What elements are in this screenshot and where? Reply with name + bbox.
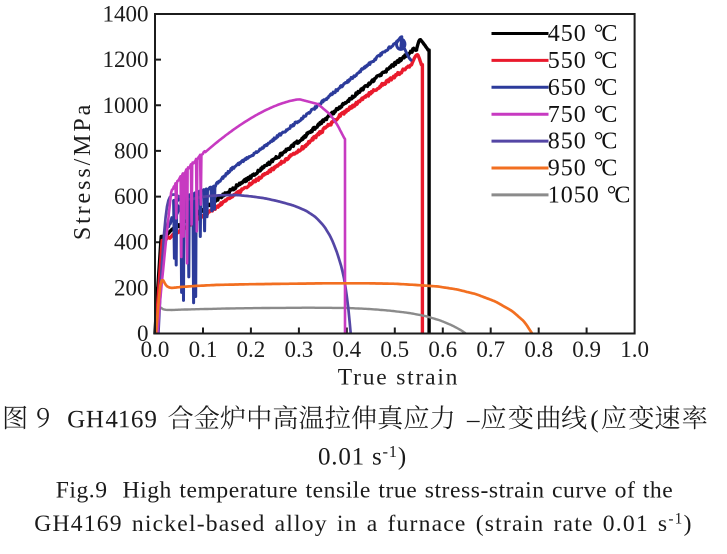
svg-text:0: 0 [137,321,149,346]
svg-text:Fig.9 High temperature tensil: Fig.9 High temperature tensile true stre… [56,478,674,504]
svg-text:400: 400 [114,230,149,255]
svg-text:0.2: 0.2 [237,337,266,362]
svg-text:800: 800 [114,138,149,163]
svg-text:0.8: 0.8 [524,337,553,362]
svg-text:0.6: 0.6 [428,337,457,362]
svg-text:0.7: 0.7 [476,337,505,362]
svg-text:0.0: 0.0 [141,337,170,362]
svg-text:Stress/MPa: Stress/MPa [70,102,96,240]
svg-text:0.4: 0.4 [332,337,361,362]
svg-text:GH4169 nickel-based alloy in a: GH4169 nickel-based alloy in a furnace (… [34,511,692,538]
svg-text:600: 600 [114,184,149,209]
svg-text:1.0: 1.0 [620,337,649,362]
svg-text:1000: 1000 [103,93,149,118]
svg-text:1050 °C: 1050 °C [548,183,632,209]
svg-text:1200: 1200 [103,47,149,72]
svg-text:550 °C: 550 °C [548,48,619,74]
svg-text:850 °C: 850 °C [548,129,619,155]
svg-text:450 °C: 450 °C [548,21,619,47]
svg-text:750 °C: 750 °C [548,102,619,128]
svg-text:950 °C: 950 °C [548,156,619,182]
svg-text:0.5: 0.5 [380,337,409,362]
svg-text:200: 200 [114,275,149,300]
svg-text:True strain: True strain [338,365,459,391]
svg-text:0.01 s-1): 0.01 s-1) [318,442,407,471]
svg-text:650 °C: 650 °C [548,75,619,101]
svg-text:1400: 1400 [103,2,149,27]
svg-text:0.3: 0.3 [285,337,314,362]
svg-text:0.9: 0.9 [572,337,601,362]
svg-text:0.1: 0.1 [189,337,218,362]
